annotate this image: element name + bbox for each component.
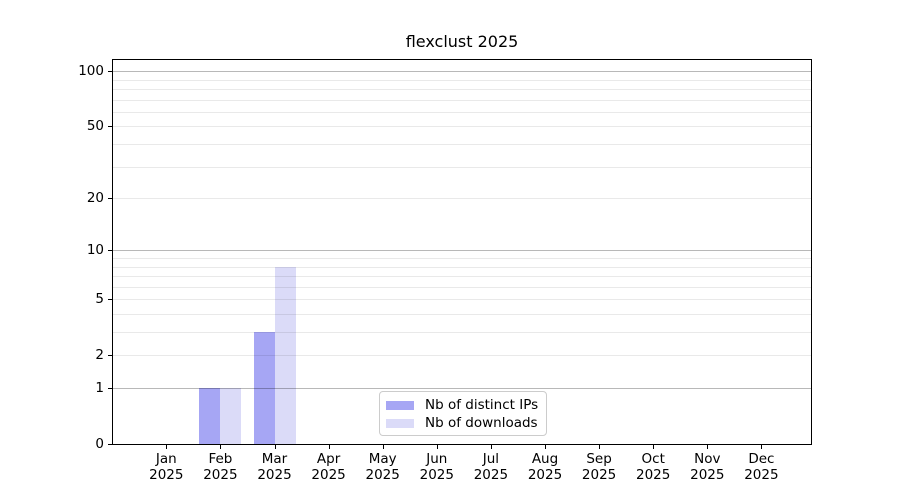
x-axis-tick [761,445,763,449]
y-axis-tick [108,71,112,72]
y-axis-tick [108,299,112,300]
y-axis-tick [108,126,112,127]
x-axis-tick [490,445,492,449]
x-tick-label: Mar 2025 [257,451,292,483]
y-gridline-minor [113,80,811,81]
x-tick-label: Jun 2025 [419,451,454,483]
y-tick-label: 20 [86,190,104,207]
y-gridline-major [113,388,811,389]
legend-swatch-downloads-icon [386,418,414,428]
y-tick-label: 10 [86,242,104,259]
x-axis-tick [653,445,655,449]
y-gridline-minor [113,198,811,199]
y-gridline-minor [113,167,811,168]
x-axis-tick [166,445,168,449]
legend-label-downloads: Nb of downloads [425,415,538,431]
legend-item-downloads: Nb of downloads [386,414,540,432]
y-axis-tick [108,355,112,356]
y-gridline-minor [113,276,811,277]
x-axis-tick [328,445,330,449]
x-tick-label: Aug 2025 [527,451,563,483]
y-axis-tick [108,444,112,445]
plot-area: 0 1 2 5 10 20 50 100 Jan 2025 Feb 2025 Mar 2025 Apr… [78,59,812,483]
legend-swatch-distinct-ips-icon [386,400,414,410]
x-tick-label: Oct 2025 [636,451,671,483]
x-axis-tick [382,445,384,449]
y-gridline-major [113,71,811,72]
x-tick-label: May 2025 [365,451,400,483]
x-axis-tick [545,445,546,449]
y-tick-label: 5 [95,291,104,308]
bar-downloads [220,388,242,444]
y-tick-label: 0 [95,436,104,452]
y-gridline-minor [113,126,811,127]
legend-label-distinct-ips: Nb of distinct IPs [425,397,539,413]
bar-distinct-ips [253,332,275,444]
y-axis-tick [108,198,112,199]
x-tick-label: Sep 2025 [581,451,617,483]
x-tick-label: Jul 2025 [473,451,509,483]
y-axis-tick [108,388,112,389]
bar-distinct-ips [199,388,221,444]
y-gridline-minor [113,287,811,288]
y-tick-label: 50 [86,118,104,135]
y-gridline-minor [113,355,811,356]
bar-downloads [274,266,296,444]
x-axis-tick [599,445,601,449]
y-gridline-minor [113,314,811,315]
x-tick-label: Apr 2025 [311,451,346,483]
y-gridline-minor [113,89,811,90]
y-gridline-minor [113,144,811,145]
x-tick-label: Feb 2025 [203,451,238,483]
y-gridline-major [113,250,811,251]
y-tick-label: 2 [95,347,104,364]
x-axis-tick [436,445,438,449]
y-gridline-minor [113,332,811,333]
x-tick-label: Dec 2025 [744,451,779,483]
y-gridline-minor [113,299,811,300]
chart-title: flexclust 2025 [405,32,519,51]
y-gridline-minor [113,112,811,113]
x-axis-tick [707,445,709,449]
y-gridline-minor [113,267,811,268]
legend: Nb of distinct IPs Nb of downloads [379,391,547,436]
y-tick-label: 100 [78,63,104,80]
x-tick-label: Nov 2025 [690,451,725,483]
y-axis-tick [108,250,112,251]
y-gridline-minor [113,100,811,101]
y-tick-label: 1 [95,380,104,396]
x-axis-tick [274,445,276,449]
y-gridline-minor [113,258,811,259]
x-tick-label: Jan 2025 [149,451,184,483]
x-axis-tick [220,445,222,449]
legend-item-distinct-ips: Nb of distinct IPs [386,396,540,414]
